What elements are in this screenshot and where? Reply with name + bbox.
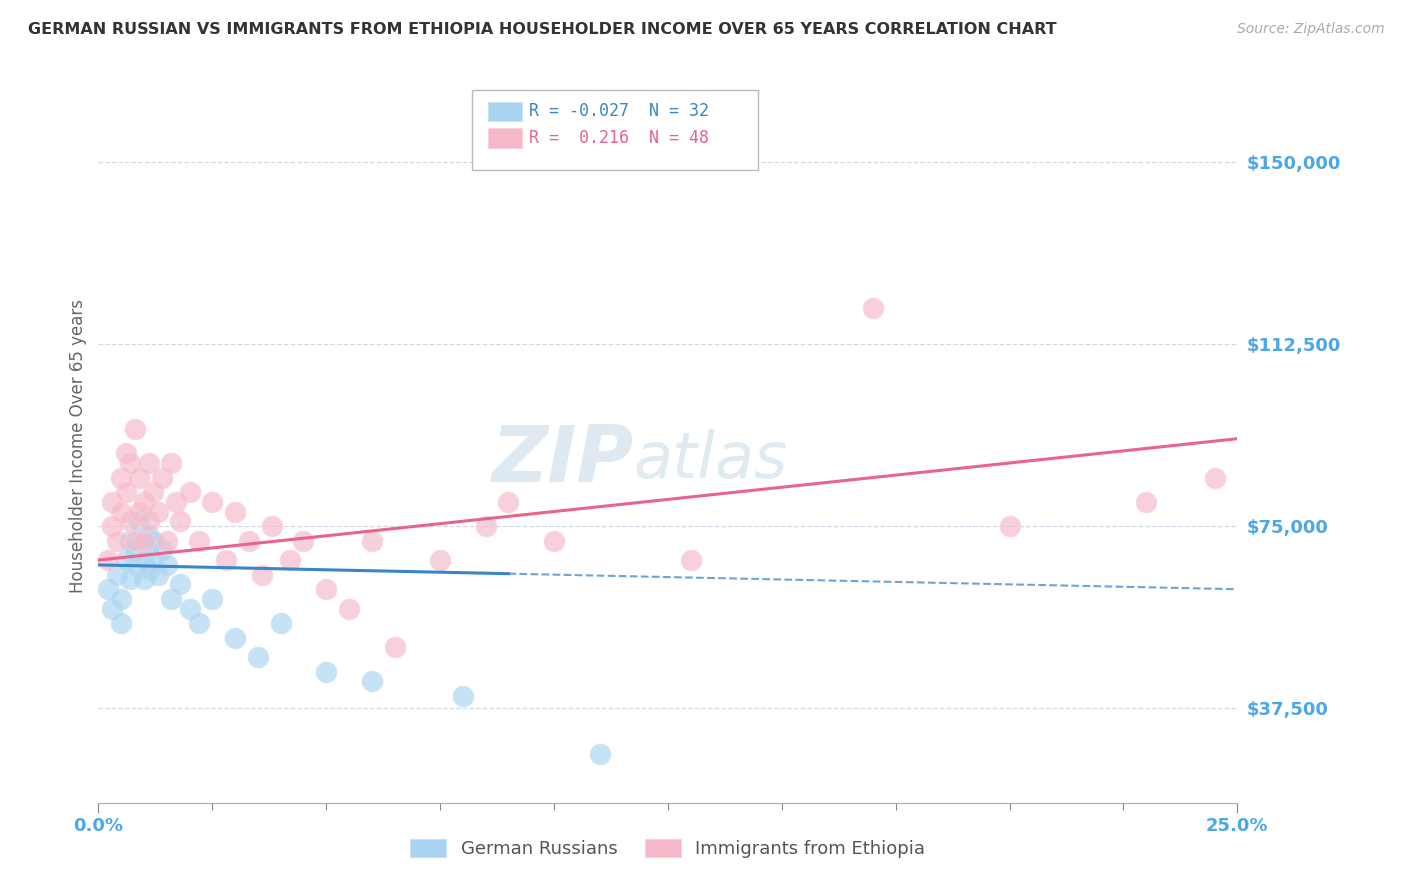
Point — [101, 495, 124, 509]
Point — [132, 573, 155, 587]
Point — [142, 485, 165, 500]
Point — [138, 529, 160, 543]
Point — [543, 533, 565, 548]
Point — [429, 553, 451, 567]
Point — [150, 543, 173, 558]
Point — [179, 601, 201, 615]
Point — [360, 674, 382, 689]
Point — [114, 485, 136, 500]
Point — [101, 601, 124, 615]
Point — [1135, 495, 1157, 509]
Text: atlas: atlas — [634, 429, 787, 491]
Point — [1204, 470, 1226, 484]
Point — [337, 601, 360, 615]
Point — [179, 485, 201, 500]
Point — [96, 553, 118, 567]
Point — [169, 577, 191, 591]
Point — [224, 631, 246, 645]
Point — [110, 504, 132, 518]
Point — [110, 470, 132, 484]
Point — [160, 456, 183, 470]
Point — [169, 514, 191, 528]
Point — [224, 504, 246, 518]
Point — [128, 514, 150, 528]
Point — [132, 495, 155, 509]
Point — [138, 514, 160, 528]
Point — [132, 553, 155, 567]
Point — [246, 650, 269, 665]
Point — [384, 640, 406, 655]
Point — [120, 573, 142, 587]
Point — [114, 553, 136, 567]
Point — [215, 553, 238, 567]
Point — [588, 747, 610, 762]
Point — [160, 591, 183, 606]
Text: R = -0.027  N = 32: R = -0.027 N = 32 — [529, 103, 709, 120]
Point — [270, 616, 292, 631]
Point — [474, 519, 496, 533]
Point — [260, 519, 283, 533]
Text: ZIP: ZIP — [492, 422, 634, 499]
Point — [238, 533, 260, 548]
Point — [105, 567, 128, 582]
Point — [998, 519, 1021, 533]
Point — [142, 553, 165, 567]
Point — [96, 582, 118, 597]
Point — [315, 665, 337, 679]
Point — [292, 533, 315, 548]
Point — [187, 533, 209, 548]
Point — [187, 616, 209, 631]
Point — [360, 533, 382, 548]
Point — [252, 567, 274, 582]
Point — [128, 504, 150, 518]
Point — [498, 495, 520, 509]
Point — [124, 533, 146, 548]
Point — [101, 519, 124, 533]
Point — [124, 422, 146, 436]
Point — [150, 470, 173, 484]
Point — [128, 470, 150, 484]
Point — [124, 543, 146, 558]
Point — [138, 563, 160, 577]
Point — [146, 567, 169, 582]
Point — [110, 616, 132, 631]
Text: Source: ZipAtlas.com: Source: ZipAtlas.com — [1237, 22, 1385, 37]
Point — [114, 446, 136, 460]
Point — [142, 533, 165, 548]
Point — [451, 689, 474, 703]
Point — [156, 533, 179, 548]
Point — [165, 495, 187, 509]
Point — [132, 533, 155, 548]
Text: R =  0.216  N = 48: R = 0.216 N = 48 — [529, 129, 709, 147]
Point — [120, 456, 142, 470]
Point — [120, 533, 142, 548]
Point — [120, 514, 142, 528]
Text: GERMAN RUSSIAN VS IMMIGRANTS FROM ETHIOPIA HOUSEHOLDER INCOME OVER 65 YEARS CORR: GERMAN RUSSIAN VS IMMIGRANTS FROM ETHIOP… — [28, 22, 1057, 37]
Point — [201, 495, 224, 509]
Legend: German Russians, Immigrants from Ethiopia: German Russians, Immigrants from Ethiopi… — [404, 831, 932, 865]
Point — [278, 553, 301, 567]
Point — [679, 553, 702, 567]
Point — [862, 301, 884, 315]
Point — [105, 533, 128, 548]
Point — [138, 456, 160, 470]
Point — [315, 582, 337, 597]
Point — [146, 504, 169, 518]
Point — [110, 591, 132, 606]
Point — [201, 591, 224, 606]
Point — [156, 558, 179, 572]
Point — [124, 558, 146, 572]
Y-axis label: Householder Income Over 65 years: Householder Income Over 65 years — [69, 299, 87, 593]
